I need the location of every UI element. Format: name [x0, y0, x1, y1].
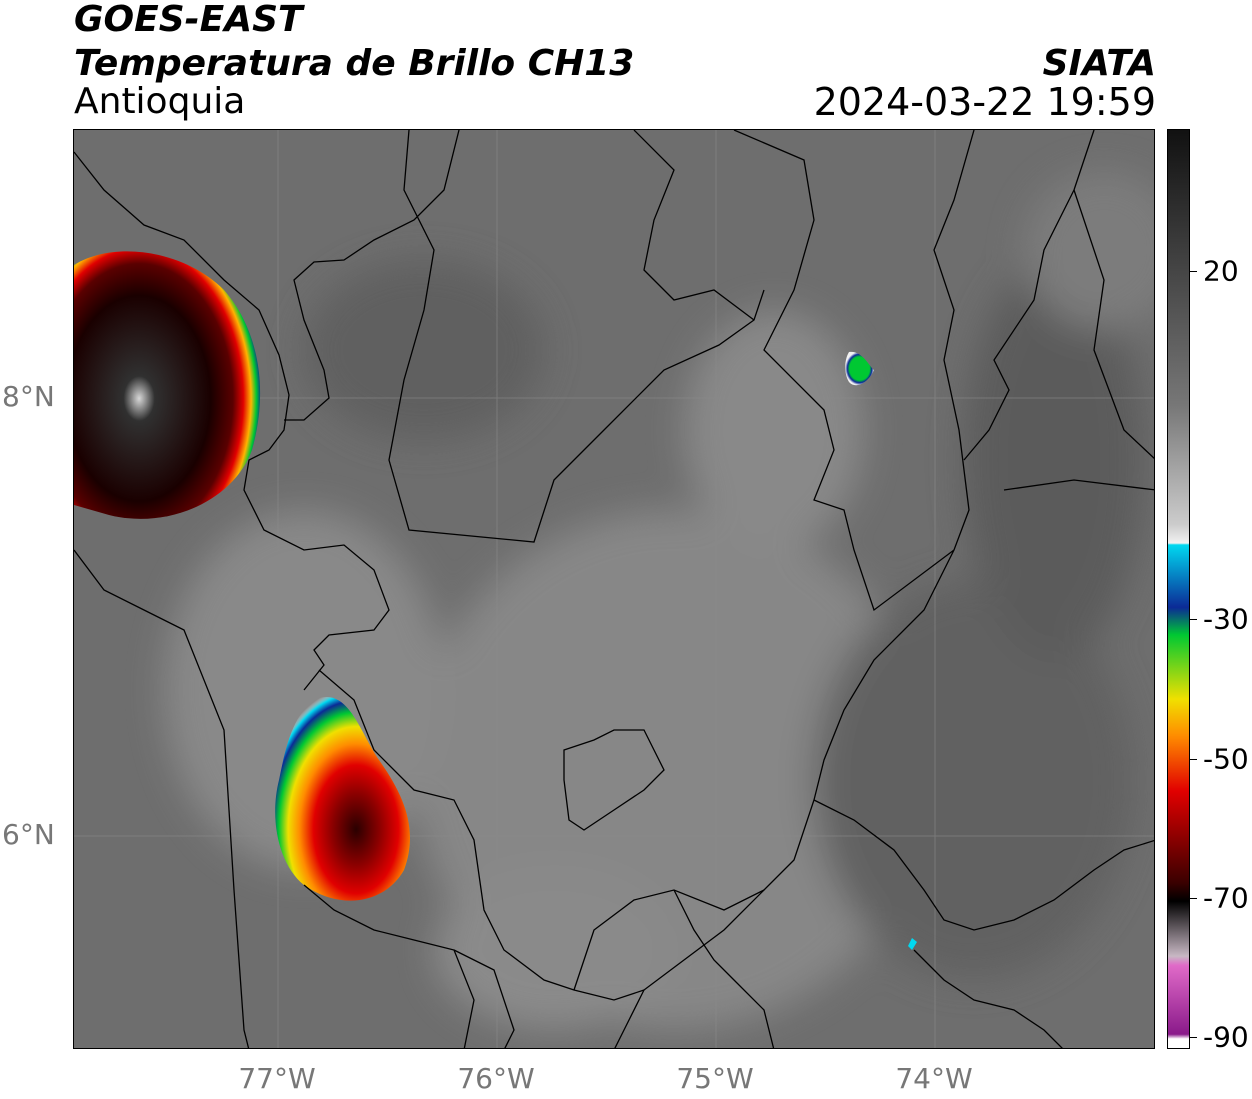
colorbar-label-minus30: -30 — [1203, 602, 1249, 636]
colorbar-tick — [1189, 271, 1197, 272]
border-east-far — [1073, 189, 1154, 460]
coastline-gulf — [284, 130, 460, 421]
border-dept-northeast — [963, 130, 1095, 461]
lon-label-74w: 74°W — [895, 1062, 973, 1095]
colorbar-tick — [1189, 759, 1197, 760]
border-dept-east2 — [813, 799, 1154, 931]
agency-label: SIATA — [1042, 43, 1156, 84]
storm-cell-northeast — [845, 351, 874, 386]
storm-cell-south — [275, 696, 410, 901]
border-dept-south2 — [573, 889, 765, 991]
border-dept-southwest — [303, 884, 475, 1048]
border-municipality — [563, 729, 665, 831]
border-east-mid — [1003, 479, 1154, 491]
colorbar-tick — [1189, 619, 1197, 620]
colorbar-label-minus90: -90 — [1203, 1020, 1249, 1054]
border-panama — [74, 549, 250, 1048]
colorbar-label-minus70: -70 — [1203, 881, 1249, 915]
satellite-title: GOES-EAST — [74, 0, 303, 40]
border-dept-west — [388, 130, 765, 543]
lat-label-8n: 8°N — [2, 380, 55, 413]
colorbar-label-20: 20 — [1203, 254, 1239, 288]
colorbar — [1167, 129, 1190, 1049]
lon-label-75w: 75°W — [676, 1062, 754, 1095]
border-dept-south — [318, 669, 645, 1001]
satellite-map — [73, 129, 1155, 1049]
region-title: Antioquia — [74, 81, 246, 122]
colorbar-tick — [1189, 898, 1197, 899]
storm-cell-northwest — [74, 251, 261, 519]
border-southwest-far — [453, 949, 515, 1048]
colorbar-label-minus50: -50 — [1203, 742, 1249, 776]
border-dept-southeast2 — [913, 949, 1063, 1048]
border-dept-east — [733, 130, 975, 612]
storm-cell-small — [908, 938, 917, 950]
lat-label-6n: 6°N — [2, 818, 55, 851]
lon-label-76w: 76°W — [457, 1062, 535, 1095]
coastline-pacific-caribbean — [74, 151, 390, 691]
border-south-mid — [673, 889, 775, 1048]
border-dept-north — [633, 130, 755, 321]
colorbar-tick — [1189, 1037, 1197, 1038]
lon-label-77w: 77°W — [238, 1062, 316, 1095]
product-title: Temperatura de Brillo CH13 — [74, 43, 635, 84]
datetime-label: 2024-03-22 19:59 — [813, 80, 1156, 124]
